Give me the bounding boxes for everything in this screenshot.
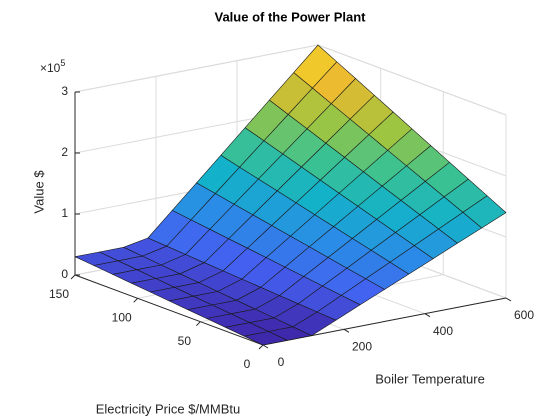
exponent-base: ×10 bbox=[40, 61, 61, 75]
x-tick bbox=[505, 297, 512, 302]
y-tick bbox=[70, 274, 76, 280]
z-tick-label: 0 bbox=[61, 267, 68, 281]
chart-title: Value of the Power Plant bbox=[215, 9, 367, 24]
x-axis-label: Boiler Temperature bbox=[375, 371, 485, 386]
x-tick bbox=[424, 313, 431, 318]
axis-line bbox=[74, 274, 264, 346]
x-tick-label: 400 bbox=[433, 324, 453, 338]
y-tick-label: 50 bbox=[178, 334, 192, 348]
z-tick-label: 1 bbox=[61, 206, 68, 220]
x-tick-label: 600 bbox=[514, 308, 534, 322]
y-tick bbox=[133, 297, 139, 303]
y-tick-label: 0 bbox=[244, 357, 251, 371]
x-tick-label: 0 bbox=[278, 355, 285, 369]
y-axis-label: Electricity Price $/MMBtu bbox=[96, 401, 240, 416]
surface-patch bbox=[243, 331, 288, 346]
z-axis-label: Value $ bbox=[31, 170, 46, 214]
z-tick-label: 3 bbox=[61, 84, 68, 98]
z-tick-label: 2 bbox=[61, 145, 68, 159]
y-tick-label: 150 bbox=[49, 287, 69, 301]
y-tick-label: 100 bbox=[112, 311, 132, 325]
x-tick-label: 200 bbox=[352, 340, 372, 354]
x-tick bbox=[343, 328, 350, 333]
exponent-power: 5 bbox=[60, 58, 65, 68]
z-exponent: ×105 bbox=[40, 58, 65, 75]
x-tick bbox=[262, 344, 269, 349]
y-tick bbox=[195, 321, 201, 327]
y-tick bbox=[258, 344, 264, 350]
